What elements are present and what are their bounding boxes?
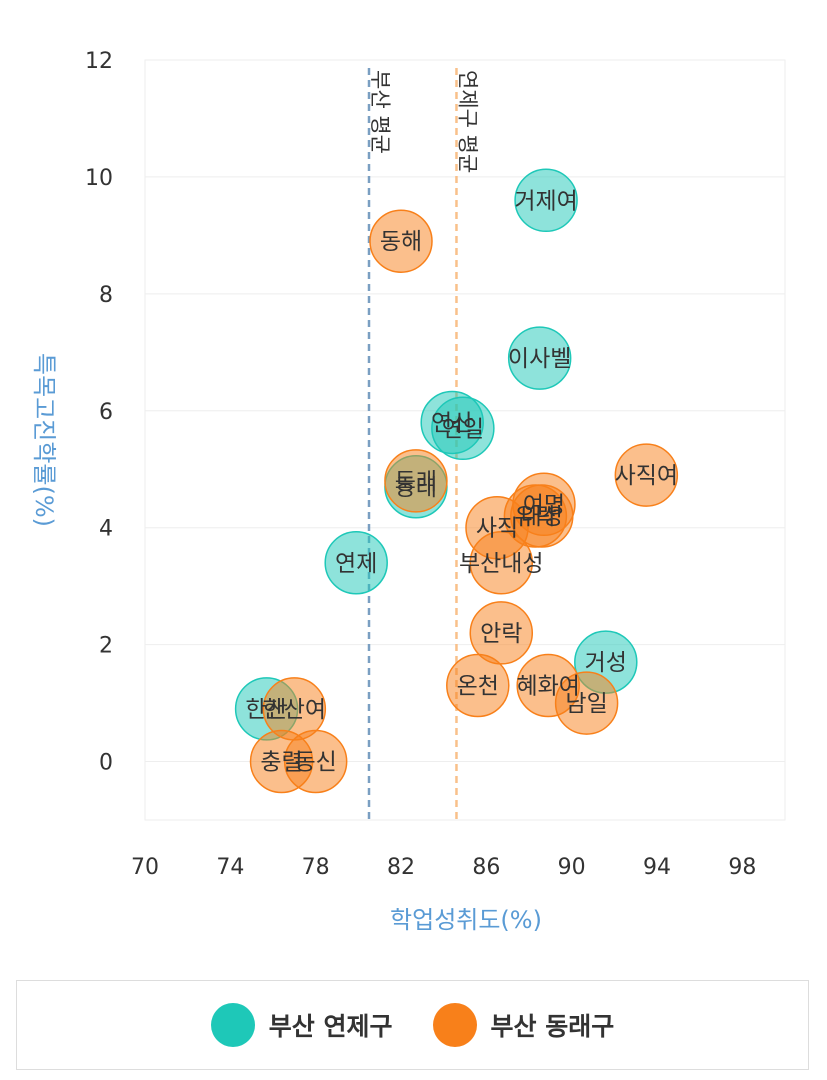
legend-item-yeonje[interactable]: 부산 연제구 <box>210 1003 393 1047</box>
point-label-1-13: 충렬 <box>260 750 302 776</box>
point-0-1 <box>507 326 572 390</box>
point-label-1-10: 혜화여 <box>516 674 579 700</box>
point-1-0 <box>369 209 433 273</box>
x-tick-label-94: 94 <box>643 855 671 880</box>
point-0-5 <box>324 531 388 595</box>
y-tick-label-0: 0 <box>99 751 113 776</box>
point-label-1-2: 동래 <box>395 469 437 495</box>
point-label-1-6: 사직 <box>476 516 518 542</box>
x-axis-ticks: 70 74 78 82 86 90 94 98 <box>131 855 756 880</box>
point-label-0-3: 연일 <box>442 416 484 442</box>
legend-swatch-yeonje <box>210 1003 255 1047</box>
y-axis-ticks: 0 2 4 6 8 10 12 <box>85 49 113 776</box>
data-points <box>234 168 679 794</box>
reference-line-label-1: 연제구 평균 <box>455 70 479 173</box>
point-label-0-2: 연산 <box>431 410 473 436</box>
y-tick-label-2: 2 <box>99 634 113 659</box>
x-tick-label-70: 70 <box>131 855 159 880</box>
y-tick-label-8: 8 <box>99 283 113 308</box>
y-tick-label-12: 12 <box>85 49 113 74</box>
x-axis-title: 학업성취도(%) <box>390 906 542 934</box>
point-label-1-3: 여명 <box>523 492 565 518</box>
point-0-3 <box>431 396 495 461</box>
point-1-11 <box>554 671 619 735</box>
point-label-0-5: 연제 <box>335 551 377 577</box>
legend-label-yeonje: 부산 연제구 <box>268 1012 393 1041</box>
point-label-1-1: 사직여 <box>615 463 678 489</box>
point-1-14 <box>283 729 348 794</box>
point-label-1-14: 동신 <box>295 750 337 776</box>
legend-item-dongnae[interactable]: 부산 동래구 <box>432 1003 615 1047</box>
y-tick-label-4: 4 <box>99 517 113 542</box>
point-label-1-7: 부산내성 <box>459 551 544 577</box>
y-tick-label-6: 6 <box>99 400 113 425</box>
x-tick-label-86: 86 <box>472 855 500 880</box>
x-tick-label-98: 98 <box>728 855 756 880</box>
legend: 부산 연제구 부산 동래구 <box>16 980 809 1070</box>
x-tick-label-90: 90 <box>558 855 586 880</box>
legend-label-dongnae: 부산 동래구 <box>490 1012 615 1041</box>
point-label-1-11: 남일 <box>565 691 607 717</box>
point-1-8 <box>469 601 534 665</box>
point-1-7 <box>469 531 534 595</box>
x-tick-label-82: 82 <box>387 855 415 880</box>
x-tick-label-78: 78 <box>302 855 330 880</box>
point-1-1 <box>614 443 679 507</box>
point-label-1-5: 유락 <box>514 504 556 530</box>
reference-line-label-0: 부산 평균 <box>368 70 392 154</box>
x-tick-label-74: 74 <box>216 855 244 880</box>
point-label-0-1: 이사벨 <box>508 346 571 372</box>
point-label-1-9: 온천 <box>457 674 499 700</box>
point-1-2 <box>384 449 448 513</box>
point-label-0-6: 거성 <box>585 650 627 676</box>
y-axis-title: 특목고진학률(%) <box>30 353 58 527</box>
point-label-0-7: 한산 <box>245 697 287 723</box>
y-tick-label-10: 10 <box>85 166 113 191</box>
point-label-1-8: 안락 <box>480 621 522 647</box>
point-0-0 <box>514 168 578 233</box>
point-label-0-0: 거제여 <box>514 188 577 214</box>
legend-swatch-dongnae <box>432 1003 477 1047</box>
point-label-1-12: 한산여 <box>263 697 326 723</box>
point-label-1-4: 내성 <box>521 504 563 530</box>
point-label-0-4: 동래 <box>395 475 437 501</box>
point-label-1-0: 동해 <box>380 229 422 255</box>
point-1-9 <box>446 653 510 718</box>
scatter-chart: 0 2 4 6 8 10 12 70 74 78 82 86 90 94 98 부산 평균 연제구 평균 거… <box>30 49 786 934</box>
